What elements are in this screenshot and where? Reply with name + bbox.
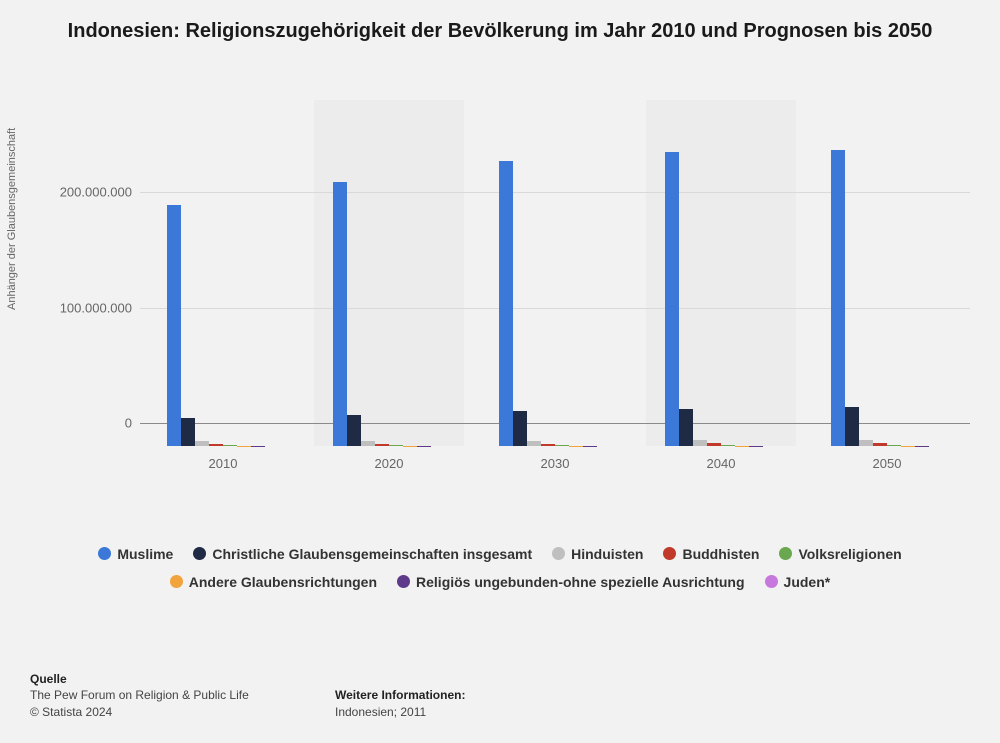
bar-christen [679,409,693,446]
legend-label: Religiös ungebunden-ohne spezielle Ausri… [416,574,745,590]
gridline [140,308,970,309]
legend-label: Hinduisten [571,546,643,562]
legend-item-volks[interactable]: Volksreligionen [779,540,901,568]
legend-item-juden[interactable]: Juden* [765,568,831,596]
legend-swatch [170,575,183,588]
legend-swatch [193,547,206,560]
y-tick-label: 0 [22,415,132,430]
y-tick-label: 200.000.000 [22,185,132,200]
bar-buddh [375,444,389,446]
x-tick-label: 2030 [541,456,570,471]
x-tick-label: 2020 [375,456,404,471]
bar-muslime [167,205,181,446]
chart-title: Indonesien: Religionszugehörigkeit der B… [0,0,1000,45]
legend-swatch [552,547,565,560]
bar-muslime [831,150,845,446]
bar-christen [513,411,527,446]
bar-christen [845,407,859,446]
bar-hindu [693,440,707,446]
source-block: Quelle The Pew Forum on Religion & Publi… [30,671,249,721]
further-info-block: Weitere Informationen: Indonesien; 2011 [335,687,465,721]
legend-item-hindu[interactable]: Hinduisten [552,540,643,568]
legend-swatch [397,575,410,588]
legend-item-buddh[interactable]: Buddhisten [663,540,759,568]
bar-buddh [707,443,721,446]
source-line1: The Pew Forum on Religion & Public Life [30,687,249,704]
y-axis-label: Anhänger der Glaubensgemeinschaft [6,128,18,310]
legend-swatch [779,547,792,560]
y-tick-label: 100.000.000 [22,300,132,315]
bar-buddh [209,444,223,446]
source-heading: Quelle [30,671,249,688]
bar-hindu [859,440,873,446]
bar-volks [389,445,403,446]
bar-volks [887,445,901,446]
legend-label: Christliche Glaubensgemeinschaften insge… [212,546,532,562]
x-tick-label: 2010 [209,456,238,471]
further-info-heading: Weitere Informationen: [335,687,465,704]
legend-swatch [765,575,778,588]
bar-christen [347,415,361,446]
legend-label: Andere Glaubensrichtungen [189,574,377,590]
bar-volks [223,445,237,446]
legend-label: Buddhisten [682,546,759,562]
legend-swatch [98,547,111,560]
gridline [140,192,970,193]
bar-volks [555,445,569,446]
x-tick-label: 2040 [707,456,736,471]
bar-muslime [499,161,513,446]
bar-buddh [541,444,555,446]
bar-muslime [665,152,679,446]
bar-volks [721,445,735,446]
bar-christen [181,418,195,446]
legend-item-andere[interactable]: Andere Glaubensrichtungen [170,568,377,596]
source-line2: © Statista 2024 [30,704,249,721]
x-tick-label: 2050 [873,456,902,471]
bar-hindu [361,441,375,446]
legend-label: Volksreligionen [798,546,901,562]
legend-item-christen[interactable]: Christliche Glaubensgemeinschaften insge… [193,540,532,568]
legend-item-ungeb[interactable]: Religiös ungebunden-ohne spezielle Ausri… [397,568,745,596]
further-info-text: Indonesien; 2011 [335,704,465,721]
plot-area: 0100.000.000200.000.00020102020203020402… [140,100,970,480]
chart-area: 0100.000.000200.000.00020102020203020402… [70,100,970,520]
legend-label: Muslime [117,546,173,562]
bar-hindu [527,441,541,446]
legend: Muslime Christliche Glaubensgemeinschafte… [60,540,940,596]
bar-buddh [873,443,887,446]
legend-label: Juden* [784,574,831,590]
bar-hindu [195,441,209,446]
bar-muslime [333,182,347,446]
legend-item-muslime[interactable]: Muslime [98,540,173,568]
legend-swatch [663,547,676,560]
